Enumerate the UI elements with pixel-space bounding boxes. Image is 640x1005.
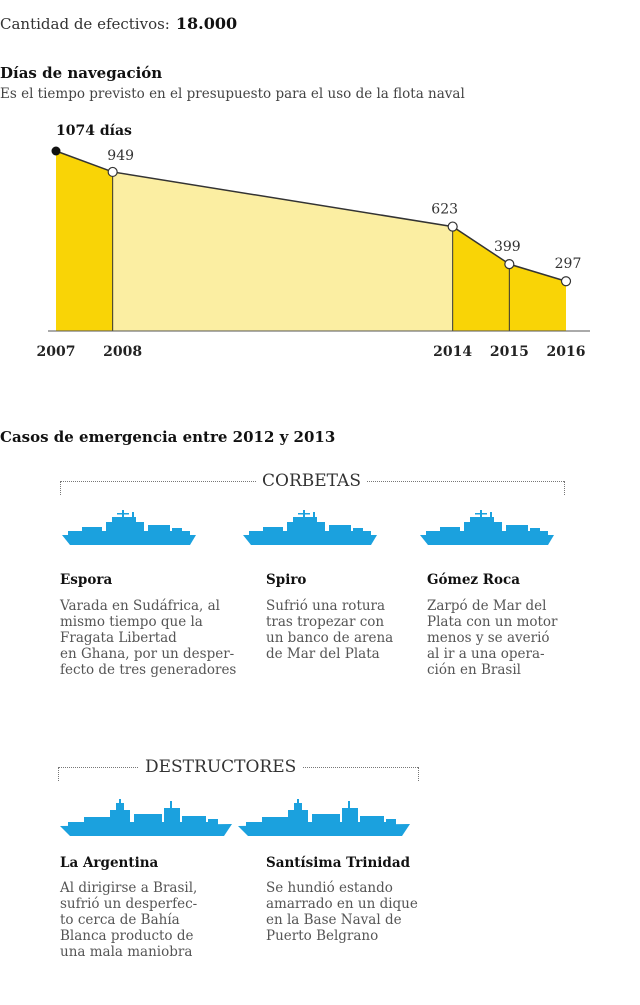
ship-spiro-icon — [243, 510, 377, 545]
data-point-2015 — [504, 259, 515, 270]
ship-description: Se hundió estando amarrado en un dique e… — [266, 880, 418, 944]
ship-description: Varada en Sudáfrica, al mismo tiempo que… — [60, 598, 237, 678]
ship-description: Sufrió una rotura tras tropezar con un b… — [266, 598, 394, 662]
ship-description: Al dirigirse a Brasil, sufrió un desperf… — [60, 880, 198, 960]
navegacion-chart: 1074 días 949 623 399 297 2007 2008 2014 2015 201… — [37, 123, 590, 360]
data-label-2008: 949 — [107, 148, 134, 164]
ship-name: La Argentina — [60, 855, 159, 871]
x-tick-2008: 2008 — [103, 344, 142, 360]
x-tick-2015: 2015 — [490, 344, 529, 360]
area-segment-2014-2015 — [452, 226, 510, 331]
area-segment-2007-2008 — [56, 151, 113, 331]
x-tick-2007: 2007 — [37, 344, 76, 360]
data-point-2008 — [107, 166, 118, 178]
ship-name: Santísima Trinidad — [266, 855, 411, 871]
data-label-2016: 297 — [555, 256, 582, 272]
data-label-2014: 623 — [431, 202, 458, 218]
navegacion-subtitle: Es el tiempo previsto en el presupuesto … — [0, 86, 465, 102]
ship-name: Spiro — [266, 572, 307, 588]
ship-espora-icon — [62, 510, 196, 545]
data-point-2007 — [51, 146, 61, 156]
data-point-2016 — [560, 276, 572, 287]
corbetas-label: CORBETAS — [256, 471, 367, 491]
efectivos-line: Cantidad de efectivos: 18.000 — [0, 14, 237, 33]
ship-description: Zarpó de Mar del Plata con un motor meno… — [427, 598, 558, 678]
ship-la-argentina-icon — [60, 799, 232, 836]
ship-santisima-trinidad-icon — [238, 799, 410, 836]
x-tick-2014: 2014 — [433, 344, 472, 360]
navegacion-title: Días de navegación — [0, 64, 163, 82]
ship-gomez-roca-icon — [420, 510, 554, 545]
area-segment-2008-2014 — [112, 171, 453, 331]
x-tick-2016: 2016 — [547, 344, 586, 360]
emergencias-title: Casos de emergencia entre 2012 y 2013 — [0, 428, 336, 446]
data-point-2014 — [447, 221, 458, 232]
ship-name: Espora — [60, 572, 113, 588]
efectivos-value: 18.000 — [175, 14, 238, 33]
area-segment-2015-2016 — [509, 264, 566, 331]
data-label-2007: 1074 días — [56, 123, 132, 139]
efectivos-label: Cantidad de efectivos: — [0, 15, 170, 33]
ship-name: Gómez Roca — [427, 572, 520, 588]
destructores-label: DESTRUCTORES — [139, 757, 303, 777]
data-label-2015: 399 — [494, 239, 521, 255]
